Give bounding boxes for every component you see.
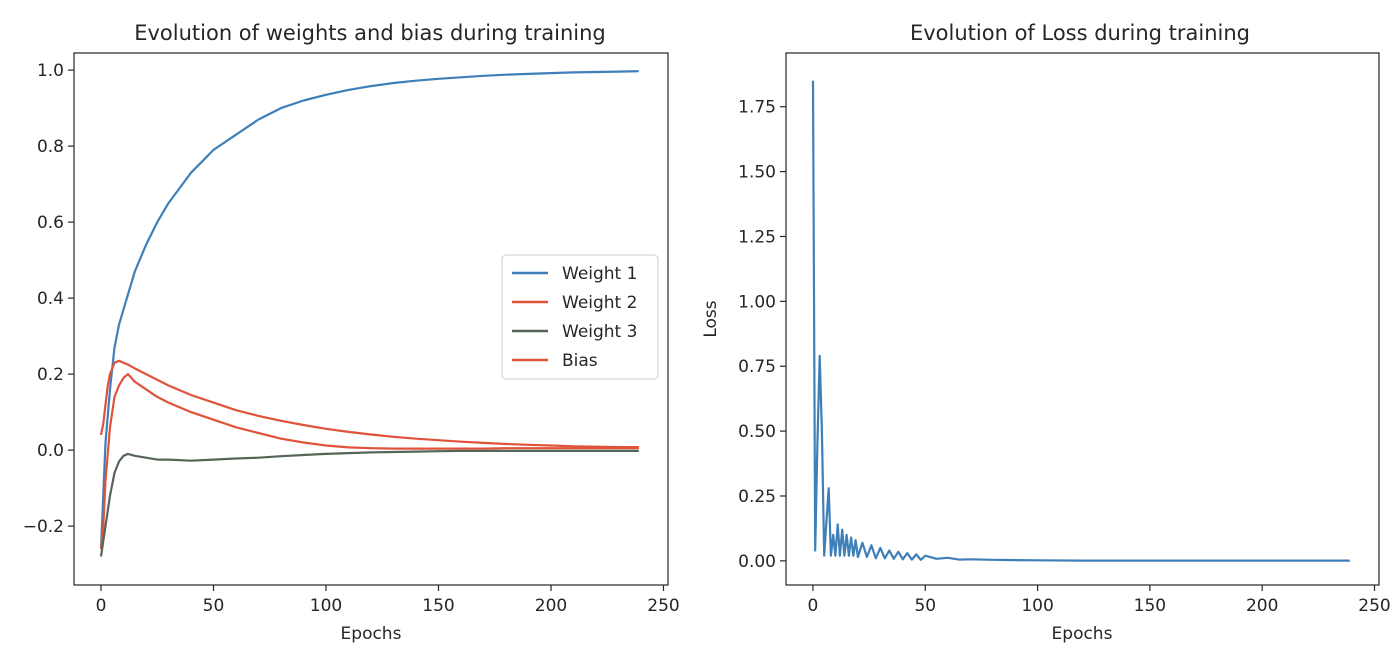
x-tick-label: 150 [422,596,454,616]
weights-legend: Weight 1 Weight 2 Weight 3 Bias [501,254,659,380]
x-tick-label: 200 [535,596,567,616]
series-line-loss [811,80,1350,562]
weights-chart: Evolution of weights and bias during tra… [23,21,680,644]
loss-x-axis-label: Epochs [1052,624,1113,644]
x-tick-label: 250 [1358,596,1390,616]
y-tick-label: 1.25 [738,227,776,247]
loss-y-ticks: 0.00 0.25 0.50 0.75 1.00 1.25 1.50 1.75 [738,98,786,572]
x-tick-label: 50 [914,596,936,616]
y-tick-label: 0.00 [738,552,776,572]
weights-plot-area [99,70,639,557]
x-tick-label: 250 [647,596,679,616]
y-tick-label: −0.2 [23,517,64,537]
series-line-weight-1 [99,70,639,549]
y-tick-label: 1.00 [738,292,776,312]
legend-label-weight-1: Weight 1 [562,264,637,284]
weights-y-ticks: −0.2 0.0 0.2 0.4 0.6 0.8 1.0 [23,61,74,537]
y-tick-label: 0.25 [738,487,776,507]
loss-axes-frame [785,52,1380,586]
y-tick-label: 0.0 [37,441,64,461]
y-tick-label: 0.50 [738,422,776,442]
legend-label-weight-3: Weight 3 [562,322,637,342]
weights-chart-title: Evolution of weights and bias during tra… [134,21,606,45]
x-tick-label: 100 [1021,596,1053,616]
y-tick-label: 0.4 [37,289,64,309]
legend-label-weight-2: Weight 2 [562,293,637,313]
legend-frame [501,254,659,380]
y-tick-label: 0.2 [37,365,64,385]
loss-chart-title: Evolution of Loss during training [910,21,1250,45]
y-tick-label: 0.8 [37,137,64,157]
x-tick-label: 200 [1246,596,1278,616]
weights-x-axis-label: Epochs [341,624,402,644]
series-line-weight-3 [99,449,639,557]
loss-plot-area [811,80,1350,562]
x-tick-label: 0 [96,596,107,616]
series-line-weight-2 [99,373,639,550]
y-tick-label: 0.75 [738,357,776,377]
series-line-bias [99,359,639,449]
x-tick-label: 50 [203,596,225,616]
legend-label-bias: Bias [562,351,598,371]
loss-x-ticks: 0 50 100 150 200 250 [808,585,1391,616]
x-tick-label: 0 [808,596,819,616]
y-tick-label: 1.0 [37,61,64,81]
y-tick-label: 0.6 [37,213,64,233]
y-tick-label: 1.50 [738,163,776,183]
loss-y-axis-label: Loss [701,300,721,337]
weights-axes-frame [73,52,669,586]
y-tick-label: 1.75 [738,98,776,118]
x-tick-label: 150 [1134,596,1166,616]
loss-chart: Evolution of Loss during training 0 50 100… [701,21,1391,644]
x-tick-label: 100 [310,596,342,616]
weights-x-ticks: 0 50 100 150 200 250 [96,585,680,616]
